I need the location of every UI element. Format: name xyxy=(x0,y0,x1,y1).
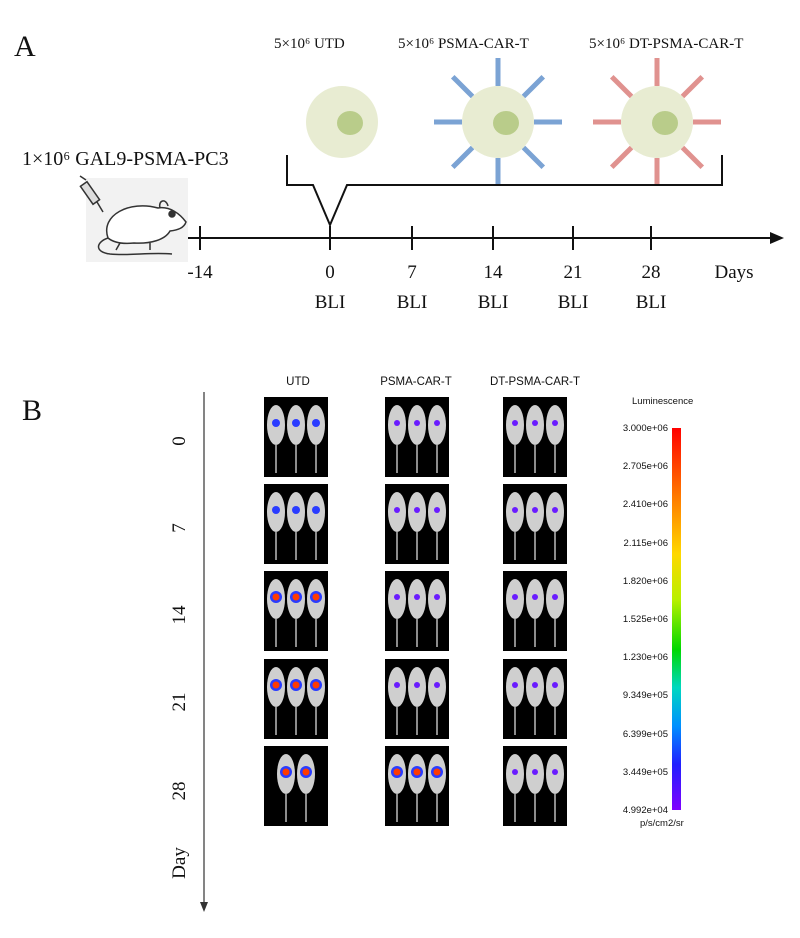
bli-image-psma-car-t-day-7 xyxy=(385,484,449,564)
scale-tick-label: 2.410e+06 xyxy=(622,499,668,511)
tick-day-28: 28 xyxy=(641,262,661,283)
bli-image-dt-psma-car-t-day-28 xyxy=(503,746,567,826)
scale-tick-label: 1.230e+06 xyxy=(622,652,668,664)
cell-label-utd: 5×10⁶ UTD xyxy=(274,36,345,52)
bli-label-day-7: BLI xyxy=(396,292,428,313)
cell-nucleus xyxy=(493,111,519,135)
psma-car-t-cell-icon xyxy=(434,58,562,186)
bli-label-day-21: BLI xyxy=(557,292,589,313)
luminescence-color-scale xyxy=(672,428,681,810)
bli-label-day-14: BLI xyxy=(477,292,509,313)
scale-tick-label: 2.705e+06 xyxy=(622,461,668,473)
day-axis xyxy=(200,392,208,912)
car-receptor xyxy=(680,145,705,170)
scale-unit: p/s/cm2/sr xyxy=(640,818,684,829)
tumor-inoculation-label: 1×10⁶ GAL9-PSMA-PC3 xyxy=(22,148,229,170)
day-row-label-0: 0 xyxy=(169,436,190,446)
injection-bracket xyxy=(286,155,723,228)
bli-image-utd-day-0 xyxy=(264,397,328,477)
bli-image-dt-psma-car-t-day-14 xyxy=(503,571,567,651)
cell-label-dt-psma-car-t: 5×10⁶ DT-PSMA-CAR-T xyxy=(589,36,744,52)
utd-cell-icon xyxy=(306,86,378,158)
timeline-diagram xyxy=(79,58,784,262)
bli-image-utd-day-21 xyxy=(264,659,328,739)
bli-label-day-28: BLI xyxy=(635,292,667,313)
car-receptor xyxy=(609,74,634,99)
panel-a-letter: A xyxy=(14,30,36,63)
scale-tick-label: 4.992e+04 xyxy=(622,805,668,816)
day-row-label-28: 28 xyxy=(169,781,190,801)
scale-tick-label: 2.115e+06 xyxy=(623,537,668,549)
car-receptor xyxy=(450,74,475,99)
timeline-arrowhead xyxy=(770,232,784,244)
bli-image-psma-car-t-day-14 xyxy=(385,571,449,651)
car-receptor xyxy=(609,145,634,170)
group-label-utd: UTD xyxy=(286,376,310,388)
syringe-icon xyxy=(79,175,104,213)
day-row-label-21: 21 xyxy=(169,692,190,712)
bli-image-utd-day-14 xyxy=(264,571,328,651)
tick-day-14: 14 xyxy=(483,262,503,283)
timeline-ticks xyxy=(199,226,652,250)
bli-image-psma-car-t-day-21 xyxy=(385,659,449,739)
scale-tick-label: 1.525e+06 xyxy=(622,614,668,625)
car-receptor xyxy=(680,74,705,99)
cell-label-psma-car-t: 5×10⁶ PSMA-CAR-T xyxy=(398,36,529,52)
group-label-dt-psma-car-t: DT-PSMA-CAR-T xyxy=(489,376,581,388)
bli-image-dt-psma-car-t-day-7 xyxy=(503,484,567,564)
tick-day-neg14: -14 xyxy=(187,262,213,283)
bli-label-day-0: BLI xyxy=(314,292,346,313)
mouse-icon xyxy=(86,178,188,262)
bli-image-utd-day-28 xyxy=(264,746,328,826)
tick-day-7: 7 xyxy=(407,262,417,283)
bli-image-dt-psma-car-t-day-0 xyxy=(503,397,567,477)
bli-image-utd-day-7 xyxy=(264,484,328,564)
scale-tick-label: 3.000e+06 xyxy=(622,423,668,434)
scale-tick-label: 3.449e+05 xyxy=(622,766,668,778)
scale-title: Luminescence xyxy=(632,396,694,407)
dt-psma-car-t-cell-icon xyxy=(593,58,721,186)
scale-tick-label: 6.399e+05 xyxy=(622,728,668,740)
day-axis-title: Day xyxy=(169,847,190,879)
group-label-psma-car-t: PSMA-CAR-T xyxy=(380,376,452,388)
car-receptor xyxy=(521,74,546,99)
scale-tick-label: 9.349e+05 xyxy=(622,690,668,702)
car-receptor xyxy=(521,145,546,170)
bli-image-psma-car-t-day-28 xyxy=(385,746,449,826)
bli-image-dt-psma-car-t-day-21 xyxy=(503,659,567,739)
cell-nucleus xyxy=(652,111,678,135)
tick-day-21: 21 xyxy=(563,262,583,283)
axis-unit-days: Days xyxy=(714,262,754,283)
tick-day-0: 0 xyxy=(325,262,335,283)
day-row-label-7: 7 xyxy=(169,523,190,533)
car-receptor xyxy=(450,145,475,170)
bli-image-psma-car-t-day-0 xyxy=(385,397,449,477)
day-row-label-14: 14 xyxy=(169,605,190,625)
scale-tick-label: 1.820e+06 xyxy=(622,575,668,587)
panel-b-letter: B xyxy=(22,394,43,427)
